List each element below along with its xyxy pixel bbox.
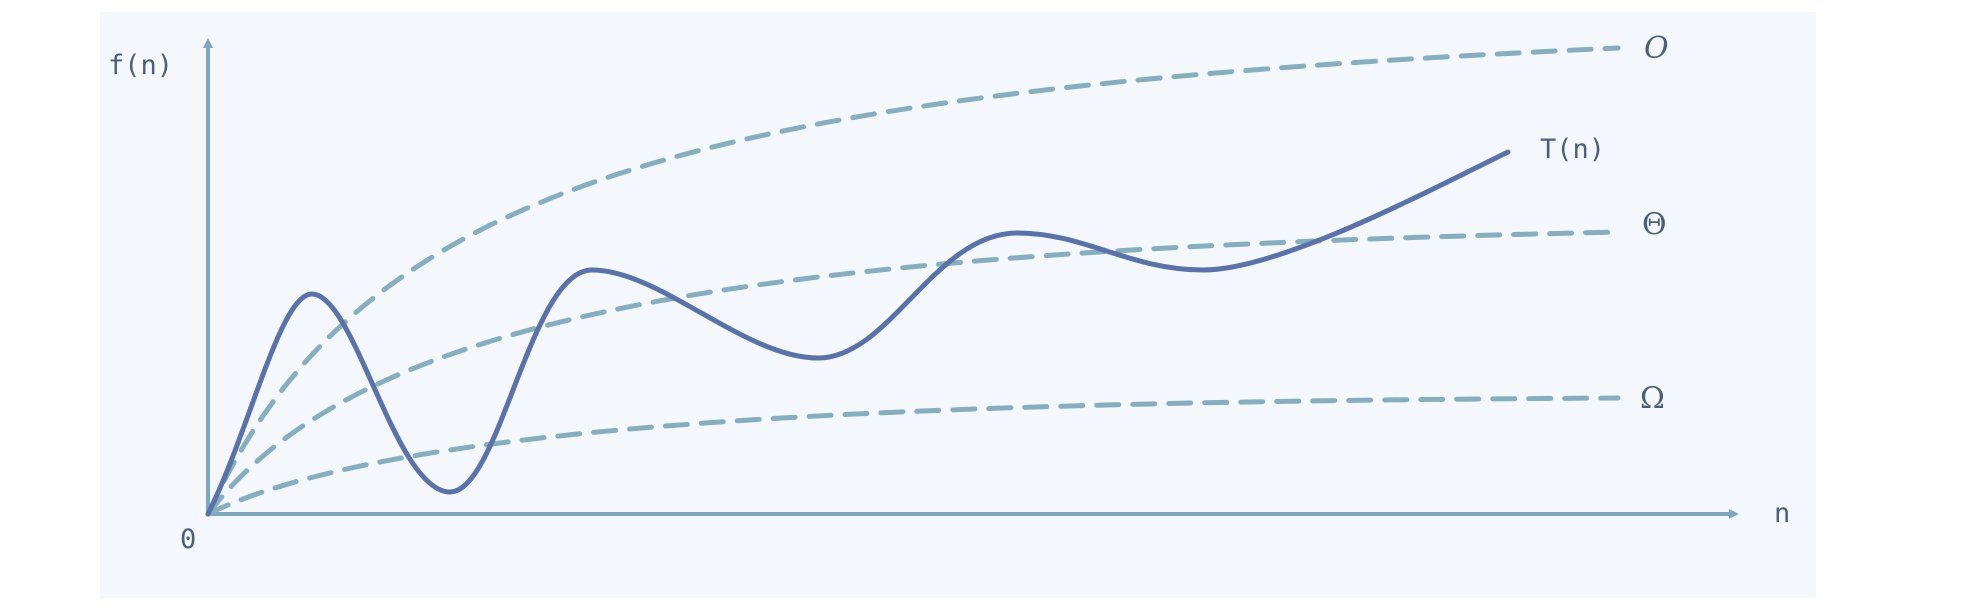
theta-label: Θ [1642,207,1667,242]
t-of-n-label: T(n) [1540,134,1605,165]
x-axis-label: n [1774,498,1790,529]
big-o-label: O [1644,31,1669,66]
t-of-n-curve [205,149,1511,517]
theta-curve [205,229,1621,517]
omega-label: Ω [1640,381,1665,416]
y-axis-label: f(n) [108,50,173,81]
omega-curve [205,395,1621,517]
big-o-curve [205,45,1621,517]
diagram-panel [100,12,1816,598]
origin-label: 0 [180,524,196,555]
